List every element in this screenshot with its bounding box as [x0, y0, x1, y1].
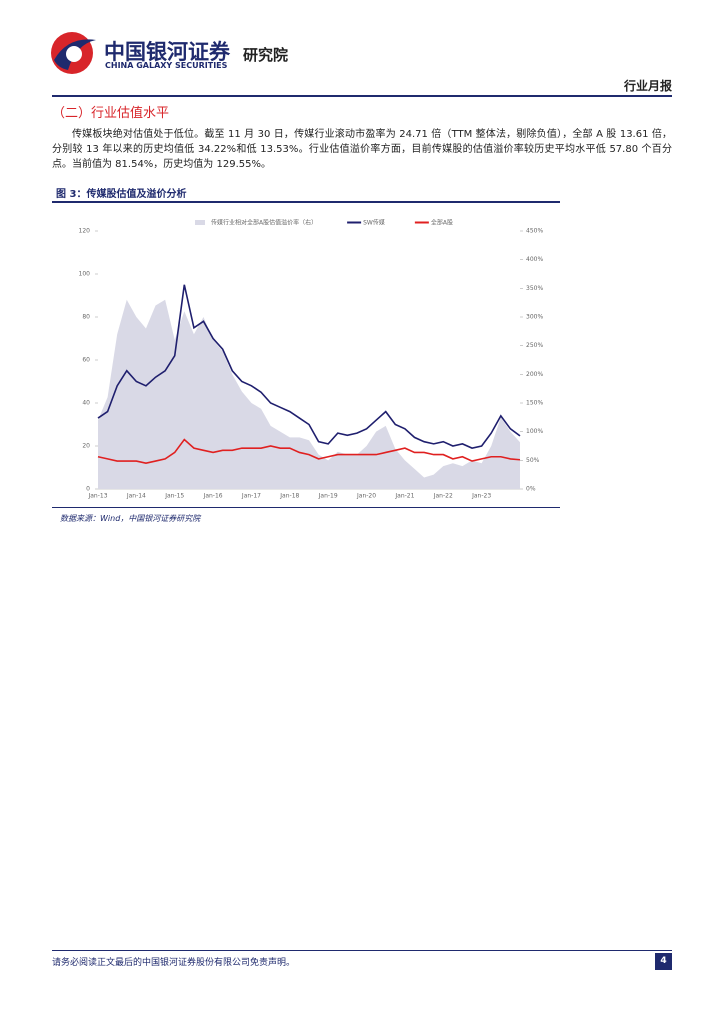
- legend-label: 全部A股: [431, 219, 453, 227]
- line: [97, 438, 521, 465]
- report-type: 行业月报: [623, 79, 672, 93]
- brand-cn: 中国银河证券: [104, 40, 230, 64]
- y2-tick-label: 150%: [526, 400, 543, 407]
- x-tick-label: Jan-14: [126, 493, 146, 500]
- legend-swatch: [195, 220, 205, 225]
- line: [97, 284, 521, 449]
- y2-tick-label: 50%: [526, 457, 540, 464]
- page-number: 4: [655, 953, 672, 970]
- footer-disclaimer: 请务必阅读正文最后的中国银河证券股份有限公司免责声明。: [52, 958, 296, 968]
- y-tick-label: 80: [82, 314, 90, 321]
- y2-tick-label: 250%: [526, 342, 543, 349]
- figure-title: 图 3：传媒股估值及溢价分析: [56, 189, 187, 200]
- y2-tick-label: 400%: [526, 256, 543, 263]
- x-tick-label: Jan-21: [394, 493, 414, 500]
- logo: [51, 32, 96, 74]
- y2-tick-label: 300%: [526, 314, 543, 321]
- x-tick-label: Jan-19: [318, 493, 338, 500]
- y-tick-label: 40: [82, 400, 90, 407]
- y2-tick-label: 100%: [526, 428, 543, 435]
- paragraph: 传媒板块绝对估值处于低位。截至 11 月 30 日，传媒行业滚动市盈率为 24.…: [52, 129, 672, 170]
- header-rule: [52, 95, 672, 97]
- figure-rule: [52, 201, 560, 203]
- x-tick-label: Jan-23: [471, 493, 491, 500]
- x-tick-label: Jan-18: [279, 493, 299, 500]
- y-tick-label: 120: [79, 228, 91, 235]
- x-tick-label: Jan-22: [433, 493, 453, 500]
- x-tick-label: Jan-17: [241, 493, 261, 500]
- y2-tick-label: 350%: [526, 285, 543, 292]
- y2-tick-label: 200%: [526, 371, 543, 378]
- figure-bottom-rule: [52, 507, 560, 508]
- x-tick-label: Jan-16: [203, 493, 223, 500]
- x-tick-label: Jan-20: [356, 493, 376, 500]
- section-title: （二）行业估值水平: [52, 106, 170, 121]
- y-tick-label: 0: [86, 486, 90, 493]
- area: [98, 299, 520, 489]
- legend-label: SW传媒: [363, 219, 385, 227]
- y-tick-label: 20: [82, 443, 90, 450]
- institute: 研究院: [243, 46, 289, 64]
- chart: 0 20 40 60 80 100 120 0% 50% 100% 150% 200% 250% 300%…: [79, 219, 544, 500]
- legend-label: 传媒行业相对全部A股估值溢价率（右）: [211, 219, 317, 227]
- figure-source: 数据来源：Wind，中国银河证券研究院: [60, 514, 201, 523]
- x-tick-label: Jan-13: [87, 493, 107, 500]
- x-tick-label: Jan-15: [164, 493, 184, 500]
- y2-tick-label: 0%: [526, 486, 536, 493]
- brand-en: CHINA GALAXY SECURITIES: [105, 61, 228, 70]
- y2-tick-label: 450%: [526, 228, 543, 235]
- footer-rule: [52, 950, 672, 951]
- y-tick-label: 100: [79, 271, 91, 278]
- y-tick-label: 60: [82, 357, 90, 364]
